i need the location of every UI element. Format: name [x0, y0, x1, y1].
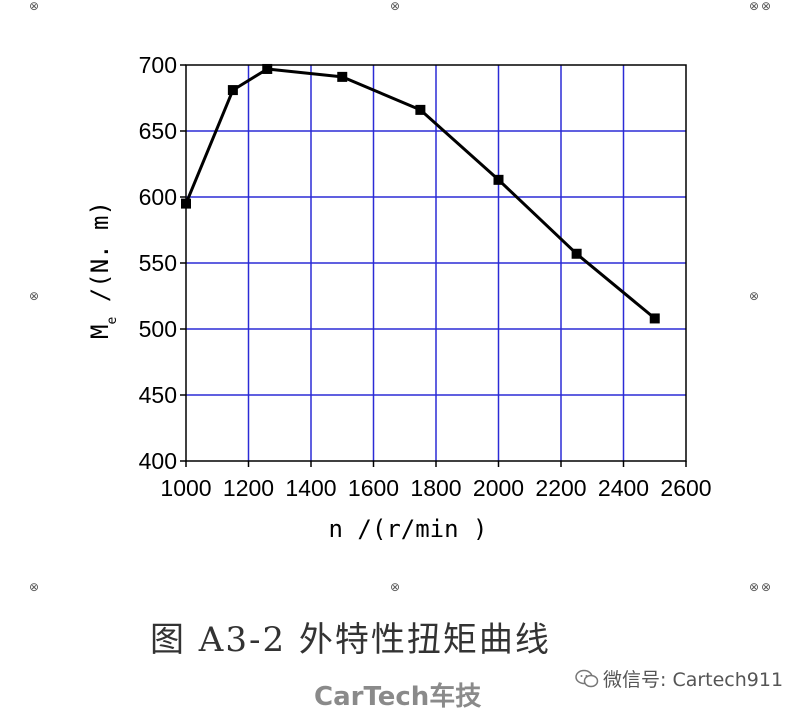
y-tick-label: 400 [139, 448, 177, 474]
x-tick-label: 1400 [285, 475, 336, 501]
register-mark-icon: ⊗ [28, 0, 40, 13]
data-point-marker [415, 104, 426, 115]
y-axis-label-main: M [86, 324, 114, 338]
data-point-marker [493, 174, 504, 185]
data-point-marker [262, 63, 273, 74]
axes [180, 64, 687, 467]
data-point-marker [227, 85, 238, 96]
data-point-marker [337, 71, 348, 82]
x-tick-label: 2400 [598, 475, 649, 501]
series-torque [181, 63, 660, 324]
register-mark-icon: ⊗ [28, 580, 40, 594]
series-line [184, 67, 656, 320]
x-tick-label: 2200 [535, 475, 586, 501]
x-axis-label: n /(r/min ) [329, 515, 488, 543]
register-mark-icon: ⊗ [748, 0, 760, 13]
register-mark-icon: ⊗ [389, 0, 401, 13]
register-mark-icon: ⊗ [748, 289, 760, 303]
y-tick-label: 550 [139, 250, 177, 276]
x-tick-label: 1000 [160, 475, 211, 501]
plot-frame [185, 64, 687, 462]
x-tick-label: 1200 [223, 475, 274, 501]
y-tick-label: 500 [139, 316, 177, 342]
data-point-marker [571, 248, 582, 259]
y-tick-label: 700 [139, 52, 177, 78]
register-mark-icon: ⊗ [28, 289, 40, 303]
register-mark-icon: ⊗ [389, 580, 401, 594]
y-tick-label: 650 [139, 118, 177, 144]
register-mark-icon: ⊗ [760, 0, 772, 13]
x-tick-label: 2600 [660, 475, 711, 501]
register-mark-icon: ⊗ [748, 580, 760, 594]
y-tick-label: 450 [139, 382, 177, 408]
data-point-marker [649, 313, 660, 324]
y-axis-label-rest: /(N. m) [86, 201, 114, 317]
x-tick-label: 2000 [473, 475, 524, 501]
grid [186, 65, 686, 461]
y-axis-label: Me /(N. m) [86, 201, 120, 339]
wechat-id: 微信号: Cartech911 [575, 665, 783, 692]
y-axis-label-sub: e [105, 316, 120, 324]
brand-watermark: CarTech车技 [314, 682, 482, 712]
x-tick-label: 1600 [348, 475, 399, 501]
figure-caption: 图 A3-2 外特性扭矩曲线 [150, 620, 551, 660]
register-mark-icon: ⊗ [760, 580, 772, 594]
x-tick-label: 1800 [410, 475, 461, 501]
y-tick-label: 600 [139, 184, 177, 210]
wechat-id-text: 微信号: Cartech911 [603, 669, 784, 691]
tick-labels: 1000 1200 1400 1600 1800 2000 2200 2400 2600 400 4… [139, 52, 712, 501]
wechat-icon [575, 669, 599, 688]
data-point-marker [181, 198, 191, 209]
